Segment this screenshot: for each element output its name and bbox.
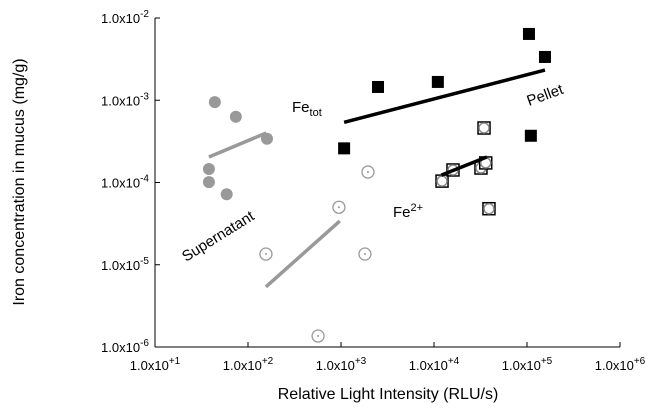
tick-label: 1.0x10+2 [223,356,274,373]
point [202,162,215,175]
point [477,121,491,135]
annotation: Pellet [525,81,567,110]
annotation-subscript: tot [310,107,322,119]
annotation-text: Fe [393,204,411,221]
point [311,329,325,343]
marker-dot [363,253,366,256]
annotation-text: Supernatant [179,207,258,265]
tick-label: 1.0x10+4 [409,356,460,373]
annotation-superscript: 2+ [411,202,424,214]
tick-label: 1.0x10+5 [502,356,553,373]
marker-dot [337,206,340,209]
point [208,96,221,109]
annotation-text: Pellet [525,81,567,110]
point [332,200,346,214]
fit-line [264,219,341,289]
marker-square [482,201,496,216]
y-axis-title: Iron concentration in mucus (mg/g) [11,58,28,305]
tick-label: 1.0x10-5 [101,256,149,273]
annotation-text: Fe [292,99,310,116]
point [372,80,385,93]
point [220,188,233,201]
point [524,129,537,142]
tick-label: 1.0x10+1 [130,356,181,373]
marker-circle [332,200,346,214]
annotation: Fetot [292,99,322,119]
point [361,165,375,179]
marker-circle [311,329,325,343]
point [259,247,273,261]
annotation: Supernatant [179,207,258,265]
tick-label: 1.0x10+3 [316,356,367,373]
tick-label: 1.0x10-3 [101,91,149,108]
point [358,247,372,261]
marker-circle [358,247,372,261]
marker-square [477,121,491,135]
point [538,50,551,63]
marker-circle [361,165,375,179]
point [229,110,242,123]
fit-line [440,155,488,177]
marker-circle [483,202,495,215]
point [431,75,444,88]
point [482,201,496,216]
x-axis-title: Relative Light Intensity (RLU/s) [278,386,499,403]
tick-label: 1.0x10-6 [101,338,149,355]
point [435,174,449,188]
tick-label: 1.0x10-4 [101,174,149,191]
marker-dot [317,335,320,338]
fit-line [343,68,546,124]
tick-label: 1.0x10-2 [101,9,149,26]
point [202,176,215,189]
marker-circle [436,175,448,187]
marker-dot [264,253,267,256]
marker-circle [478,122,490,134]
tick-label: 1.0x10+6 [595,356,646,373]
marker-dot [366,171,369,174]
annotation: Fe2+ [393,202,423,221]
fit-line [208,131,267,159]
marker-circle [259,247,273,261]
point [338,142,351,155]
point [522,27,535,40]
